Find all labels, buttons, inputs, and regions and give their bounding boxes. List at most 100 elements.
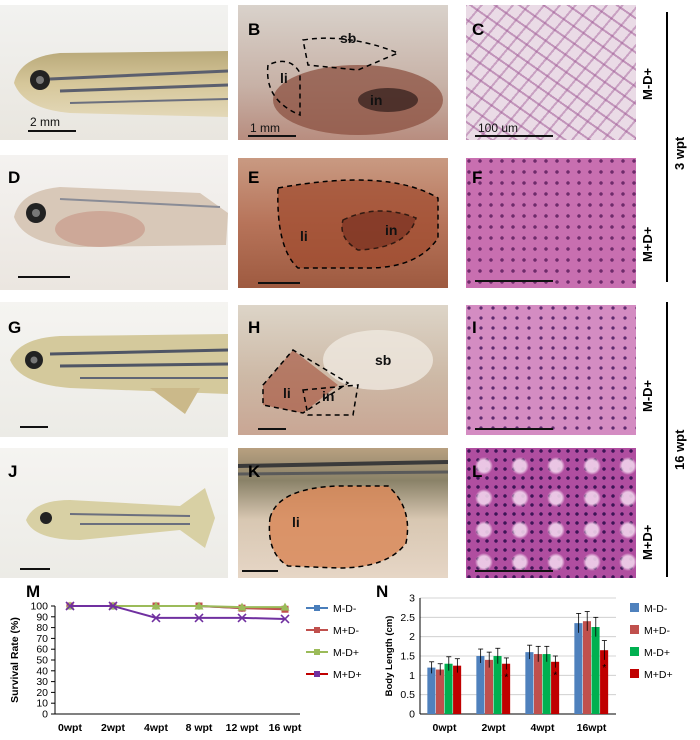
scale-text-c: 100 um bbox=[478, 121, 519, 135]
scale-bar-j bbox=[20, 568, 50, 570]
survival-y-axis-label: Survival Rate (%) bbox=[9, 617, 21, 703]
bodylength-significance-star: * bbox=[553, 671, 557, 682]
bodylength-bar-mplusd bbox=[533, 654, 542, 714]
bodylength-y-tick-label: 2 bbox=[409, 631, 415, 643]
bodylength-bar-mplusdplus bbox=[502, 663, 511, 714]
panel-label-f: F bbox=[472, 168, 483, 187]
photo-fish-a bbox=[0, 5, 228, 140]
panel-label-i: I bbox=[472, 318, 477, 337]
survival-x-tick-label: 16 wpt bbox=[269, 722, 302, 734]
survival-x-tick-label: 0wpt bbox=[58, 722, 82, 734]
photo-dissection-b bbox=[238, 5, 448, 140]
survival-y-tick-label: 90 bbox=[36, 611, 48, 623]
bodylength-legend-swatch-m-d bbox=[630, 603, 639, 612]
bodylength-bar-m-dplus bbox=[444, 663, 453, 714]
scale-bar-i bbox=[475, 428, 553, 430]
scale-bar-h bbox=[258, 428, 286, 430]
survival-y-tick-label: 0 bbox=[42, 709, 48, 721]
dissection-drawing-h bbox=[262, 330, 433, 416]
survival-x-tick-label: 4wpt bbox=[144, 722, 168, 734]
photo-dissection-k bbox=[238, 448, 448, 578]
bodylength-bar-mplusd bbox=[484, 659, 493, 714]
photo-dissection-h bbox=[238, 305, 448, 435]
bodylength-bar-mplusdplus bbox=[600, 650, 609, 714]
bodylength-bar-m-d bbox=[476, 656, 485, 714]
survival-point-mplusdplus bbox=[65, 601, 75, 611]
photo-histology-l bbox=[466, 448, 636, 578]
organ-label-b-li: li bbox=[280, 70, 288, 86]
bodylength-bar-m-d bbox=[574, 623, 583, 714]
survival-y-tick-label: 100 bbox=[30, 601, 48, 613]
survival-y-tick-label: 10 bbox=[36, 698, 48, 710]
survival-x-tick-label: 2wpt bbox=[101, 722, 125, 734]
bodylength-y-tick-label: 3 bbox=[409, 593, 415, 605]
row-label-i: M-D+ bbox=[640, 379, 655, 412]
organ-label-e-in: in bbox=[385, 222, 398, 238]
fish-drawing-d bbox=[14, 187, 228, 247]
survival-point-mplusdplus bbox=[237, 613, 247, 623]
organ-label-h-in: in bbox=[322, 388, 335, 404]
bodylength-x-tick-label: 16wpt bbox=[577, 722, 607, 734]
panel-label-k: K bbox=[248, 462, 261, 481]
photo-fish-g bbox=[0, 302, 228, 437]
survival-point-mplusdplus bbox=[108, 601, 118, 611]
survival-point-m-dplus bbox=[151, 601, 161, 610]
panel-label-l: L bbox=[472, 462, 483, 481]
dissection-drawing-e bbox=[277, 179, 439, 269]
photo-fish-d bbox=[0, 155, 228, 290]
panel-label-b: B bbox=[248, 20, 261, 39]
scale-bar-l bbox=[475, 570, 553, 572]
bodylength-bar-m-d bbox=[525, 652, 534, 714]
bodylength-legend-label-mplusd: M+D- bbox=[644, 625, 670, 637]
survival-line-mplusdplus bbox=[70, 605, 286, 620]
bodylength-y-tick-label: 0.5 bbox=[400, 689, 415, 701]
photo-histology-c bbox=[466, 5, 636, 140]
group-line-3wpt bbox=[666, 12, 668, 282]
bodylength-x-tick-label: 4wpt bbox=[531, 722, 555, 734]
row-label-l: M+D+ bbox=[640, 524, 655, 560]
bodylength-legend-label-m-d: M-D- bbox=[644, 603, 668, 615]
body-length-chart: 0 0.5 1 1.5 2 2.5 3 Body Length (cm) 0wpt * 2wpt * 4… bbox=[384, 593, 673, 735]
scale-text-a: 2 mm bbox=[30, 115, 60, 129]
group-label-16wpt: 16 wpt bbox=[672, 429, 687, 470]
survival-legend-label-m-d: M-D- bbox=[333, 603, 357, 615]
photo-histology-i bbox=[466, 305, 636, 435]
bodylength-bar-mplusd bbox=[435, 669, 444, 714]
organ-label-h-sb: sb bbox=[375, 352, 392, 368]
scale-bar-k bbox=[242, 570, 278, 572]
group-label-3wpt: 3 wpt bbox=[672, 136, 687, 170]
survival-point-mplusdplus bbox=[151, 613, 161, 623]
photo-histology-f bbox=[466, 158, 636, 288]
row-label-f: M+D+ bbox=[640, 226, 655, 262]
fish-drawing-g bbox=[10, 334, 228, 414]
panel-label-c: C bbox=[472, 20, 485, 39]
survival-legend-marker-m-d bbox=[314, 605, 320, 611]
panel-label-e: E bbox=[248, 168, 260, 187]
bodylength-bar-m-dplus bbox=[542, 654, 551, 714]
organ-label-k-li: li bbox=[292, 514, 300, 530]
panel-label-g: G bbox=[8, 318, 22, 337]
survival-y-tick-label: 70 bbox=[36, 633, 48, 645]
survival-legend-marker-mplusdplus bbox=[314, 671, 320, 677]
organ-label-b-in: in bbox=[370, 92, 383, 108]
bodylength-legend-swatch-m-dplus bbox=[630, 647, 639, 656]
survival-y-tick-label: 40 bbox=[36, 665, 48, 677]
group-line-16wpt bbox=[666, 302, 668, 577]
panel-label-j: J bbox=[8, 462, 18, 481]
survival-y-tick-label: 80 bbox=[36, 622, 48, 634]
survival-x-tick-label: 12 wpt bbox=[226, 722, 259, 734]
survival-legend-marker-m-dplus bbox=[314, 649, 320, 655]
scale-bar-b bbox=[248, 135, 296, 137]
survival-point-m-dplus bbox=[280, 602, 290, 611]
fish-drawing-j bbox=[26, 488, 215, 548]
bodylength-bar-mplusd bbox=[582, 621, 591, 714]
survival-point-mplusdplus bbox=[194, 613, 204, 623]
bodylength-bar-mplusdplus bbox=[551, 661, 560, 714]
scale-bar-g bbox=[20, 426, 48, 428]
row-label-c: M-D+ bbox=[640, 67, 655, 100]
scale-text-b: 1 mm bbox=[250, 121, 280, 135]
survival-legend-marker-mplusd bbox=[314, 627, 320, 633]
panel-label-n: N bbox=[376, 582, 389, 601]
panel-label-h: H bbox=[248, 318, 261, 337]
